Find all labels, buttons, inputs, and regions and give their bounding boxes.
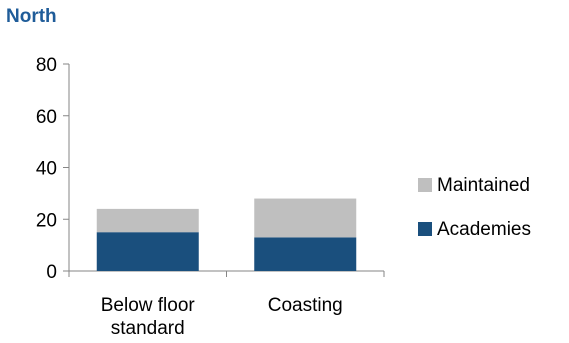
chart-title: North: [6, 6, 57, 27]
y-tick-label: 60: [36, 107, 57, 128]
legend: Maintained Academies: [418, 175, 531, 240]
category-label: Below floor: [101, 295, 196, 316]
category-label: standard: [111, 318, 185, 339]
y-tick-label: 20: [36, 210, 57, 231]
y-tick-label: 80: [36, 55, 57, 76]
legend-swatch-academies: [418, 222, 432, 236]
bar-academies-1: [254, 237, 357, 271]
category-label: Coasting: [268, 295, 343, 316]
bar-academies-0: [96, 232, 199, 271]
y-tick-label: 0: [46, 262, 57, 283]
y-tick-labels: 0 20 40 60 80: [36, 55, 57, 283]
legend-swatch-maintained: [418, 178, 432, 192]
bars: [96, 198, 357, 271]
legend-label-maintained: Maintained: [437, 175, 530, 196]
y-tick-label: 40: [36, 159, 57, 180]
bar-maintained-0: [96, 208, 199, 233]
legend-label-academies: Academies: [437, 219, 531, 240]
bar-maintained-1: [254, 198, 357, 238]
